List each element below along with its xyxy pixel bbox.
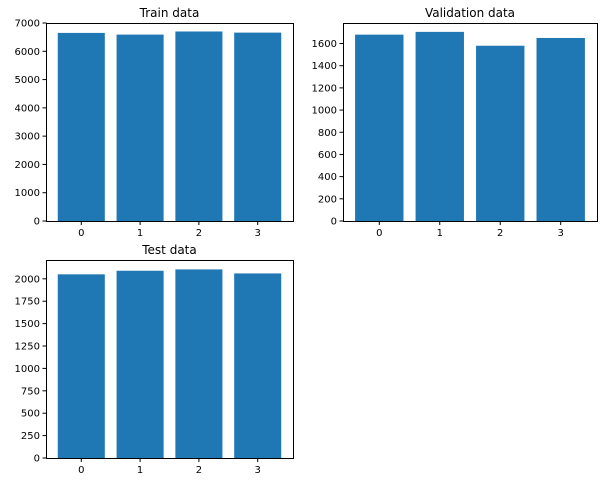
test-data-xtick-label: 3 (255, 465, 261, 476)
train-data-ytick-label: 3000 (15, 132, 40, 143)
test-data-ytick-label: 2000 (15, 274, 40, 285)
validation-data-bar-1 (415, 31, 464, 222)
train-data-bar-0 (57, 32, 105, 222)
validation-data-axes-frame (343, 23, 598, 222)
test-data-ytick-label: 1000 (15, 364, 40, 375)
test-data-ytick-label: 1250 (15, 342, 40, 353)
train-data-ytick-label: 2000 (15, 160, 40, 171)
validation-data-xtick-label: 1 (437, 228, 443, 239)
test-data-title: Test data (141, 243, 196, 257)
train-data-bar-1 (116, 34, 164, 221)
test-data-ytick-label: 1500 (15, 319, 40, 330)
train-data-bar-2 (175, 31, 223, 221)
train-data-ytick-label: 7000 (15, 19, 40, 30)
test-data-ytick-label: 250 (21, 431, 40, 442)
test-data-chart: Test data 0 1 2 3 0 250 500 750 1000 1250 1500 1750 2… (15, 243, 294, 476)
validation-data-ytick-label: 1400 (312, 61, 337, 72)
train-data-ytick-label: 4000 (15, 103, 40, 114)
validation-data-xtick-label: 2 (497, 228, 503, 239)
validation-data-ytick-label: 0 (331, 217, 337, 228)
train-data-chart: Train data 0 1 2 3 0 1000 2000 3000 4000 5000 6000 7… (15, 6, 294, 239)
test-data-bar-3 (234, 273, 282, 458)
validation-data-chart: Validation data 0 1 2 3 0 200 400 600 800 1000 1200… (312, 6, 598, 239)
validation-data-bar-0 (355, 34, 404, 222)
validation-data-xtick-label: 3 (558, 228, 564, 239)
test-data-xtick-label: 1 (137, 465, 143, 476)
test-data-xtick-label: 0 (78, 465, 84, 476)
validation-data-ytick-label: 1000 (312, 106, 337, 117)
validation-data-ytick-label: 400 (318, 172, 337, 183)
train-data-title: Train data (139, 6, 200, 20)
validation-data-title: Validation data (425, 6, 515, 20)
test-data-ytick-label: 750 (21, 386, 40, 397)
train-data-axes-frame (46, 23, 294, 222)
train-data-ytick-label: 0 (34, 217, 40, 228)
train-data-ytick-label: 1000 (15, 188, 40, 199)
test-data-axes-frame (46, 260, 294, 459)
test-data-bar-0 (57, 274, 105, 458)
test-data-ytick-label: 500 (21, 409, 40, 420)
validation-data-ytick-label: 800 (318, 128, 337, 139)
train-data-ytick-label: 6000 (15, 47, 40, 58)
train-data-xtick-label: 1 (137, 228, 143, 239)
test-data-xtick-label: 2 (196, 465, 202, 476)
train-data-xtick-label: 3 (255, 228, 261, 239)
validation-data-ytick-label: 200 (318, 194, 337, 205)
train-data-ytick-label: 5000 (15, 75, 40, 86)
train-data-bar-3 (234, 32, 282, 222)
validation-data-bar-2 (476, 45, 525, 221)
validation-data-bar-3 (536, 37, 585, 221)
train-data-xtick-label: 0 (78, 228, 84, 239)
validation-data-ytick-label: 1200 (312, 83, 337, 94)
test-data-ytick-label: 0 (34, 454, 40, 465)
validation-data-xtick-label: 0 (376, 228, 382, 239)
test-data-ytick-label: 1750 (15, 297, 40, 308)
test-data-bar-2 (175, 269, 223, 458)
validation-data-ytick-label: 600 (318, 150, 337, 161)
test-data-bar-1 (116, 270, 164, 458)
validation-data-ytick-label: 1600 (312, 39, 337, 50)
train-data-xtick-label: 2 (196, 228, 202, 239)
